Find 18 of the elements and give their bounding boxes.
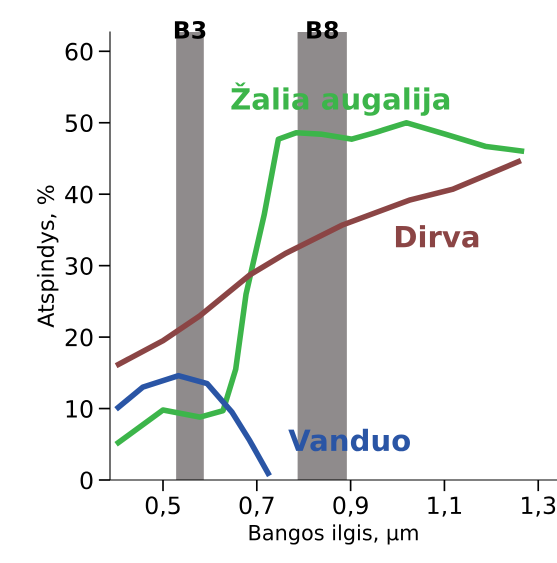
y-tick-label: 20 [66,328,92,346]
x-tick-label: 0,5 [146,496,180,517]
y-tick-label: 40 [65,186,92,204]
band-label: B8 [307,20,338,39]
y-tick-label: 0 [80,471,92,490]
x-tick-label: 0,9 [333,496,368,517]
y-tick-label: 50 [66,114,92,132]
x-tick-label: 1,3 [522,496,556,517]
band-label: B3 [174,20,206,39]
y-tick-label: 30 [66,257,92,275]
x-tick-label: 0,7 [240,496,274,517]
x-axis-title: Bangos ilgis, µm [250,524,418,545]
y-tick-label: 60 [66,42,92,61]
x-tick-label: 1,1 [428,496,462,517]
series-label: Vanduo [288,428,410,452]
y-axis-title: Atspindys, % [36,185,58,328]
series-label: Dirva [396,225,478,248]
y-tick-label: 10 [66,400,92,418]
